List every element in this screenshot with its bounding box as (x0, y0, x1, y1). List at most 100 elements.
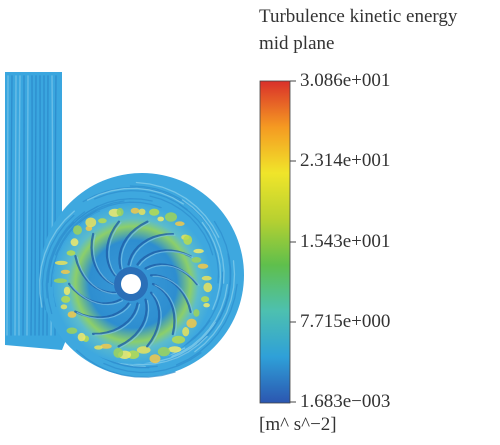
colorbar (259, 80, 296, 404)
tke-hotspot (183, 235, 193, 245)
volute-streakline (175, 283, 238, 366)
volute-streakline (54, 200, 125, 256)
tke-hotspot (77, 332, 86, 342)
tke-hotspot (98, 218, 107, 224)
volute-streakline (171, 284, 228, 357)
volute-streakline (39, 210, 75, 308)
impeller-blade-streakline (120, 222, 150, 270)
tke-hotspot (203, 303, 210, 308)
tke-hotspot (73, 225, 82, 235)
tke-hotspot (186, 318, 197, 328)
tke-hotspot (193, 309, 200, 317)
impeller-blade-streakline (117, 298, 148, 348)
tke-hotspot (67, 311, 77, 318)
volute-streakline (135, 181, 220, 238)
impeller-blade-streakline (76, 256, 118, 295)
tke-hotspot (54, 260, 68, 265)
impeller-blade-streakline (118, 220, 149, 270)
colorbar-label-4: 7.715e+000 (300, 311, 391, 332)
tke-hotspot (149, 354, 161, 364)
volute-streakline (82, 186, 181, 203)
tke-hotspot (66, 250, 76, 256)
volute-streakline (201, 221, 222, 310)
volute-streakline (86, 187, 184, 205)
inlet-streakline (6, 75, 9, 336)
impeller-blade-streakline (70, 284, 124, 306)
volute-streakline (149, 195, 214, 256)
colorbar-gradient-bar (259, 80, 291, 404)
inlet-streakline (30, 75, 33, 336)
colorbar-label-3: 1.543e+001 (300, 231, 391, 252)
impeller-blade-streakline (91, 302, 139, 335)
impeller-blade-streakline (120, 300, 150, 348)
volute-streakline (78, 201, 162, 224)
volute-streaklines (39, 181, 238, 378)
tke-hotspot (94, 345, 103, 350)
tke-hotspot (53, 278, 67, 284)
volute-streakline (181, 199, 225, 284)
tke-hotspot (136, 346, 151, 354)
impeller-blade-streakline (152, 275, 194, 314)
tke-hotspot (60, 304, 68, 310)
volute-streakline (179, 271, 224, 348)
tke-hotspot (168, 346, 182, 353)
tke-hotspot (171, 335, 186, 344)
volute-streakline (41, 214, 75, 311)
tke-hotspot (70, 238, 79, 247)
colorbar-label-min: 1.683e−003 (300, 391, 391, 412)
tke-hotspot (175, 221, 185, 226)
tke-hotspot (157, 216, 164, 222)
volute-streakline (134, 321, 217, 364)
tke-hotspot (60, 269, 70, 274)
tke-hotspot (203, 282, 213, 293)
tke-hotspot (130, 207, 140, 214)
tke-hotspot (85, 217, 97, 228)
tke-hotspot (61, 295, 71, 303)
tke-hotspot (165, 212, 177, 222)
volute-streakline (119, 335, 208, 366)
impeller-blade-streakline (154, 284, 178, 336)
tke-hotspot (193, 248, 204, 254)
impeller-blade-streakline (138, 250, 194, 267)
tke-hotspot (201, 275, 212, 281)
volute-streakline (46, 221, 75, 315)
tke-hotspot (182, 327, 190, 337)
inlet-streakline (38, 75, 41, 336)
volute-streakline (213, 220, 232, 320)
inlet-streakline (10, 75, 13, 336)
colorbar-label-max: 3.086e+001 (300, 70, 391, 91)
volute-streakline (45, 211, 86, 299)
impeller-blade-streakline (146, 291, 161, 348)
tke-hotspot (149, 208, 160, 216)
high-tke-spots (53, 207, 213, 364)
volute-streakline (179, 204, 220, 284)
volute-streakline (103, 352, 202, 374)
tke-hotspot (66, 327, 78, 334)
volute-streakline (94, 189, 188, 211)
inlet-streakline (22, 75, 25, 336)
inlet-streakline (26, 75, 29, 336)
tke-hotspot (201, 296, 210, 303)
impeller-blade-streakline (129, 234, 176, 267)
impeller-blade-streaklines (67, 220, 200, 348)
impeller-blade-streakline (146, 264, 200, 286)
impeller-blade-streakline (92, 234, 116, 286)
tke-hotspot (63, 286, 71, 296)
tke-hotspot (100, 343, 112, 349)
inlet-streakline (34, 75, 37, 336)
impeller-blade-streakline (105, 220, 120, 277)
colorbar-unit-label: [m^ s^−2] (259, 414, 337, 435)
inlet-streakline (14, 75, 17, 336)
tke-hotspot (116, 208, 124, 217)
impeller-blade-streakline (76, 303, 132, 320)
impeller-blade-streakline (148, 293, 162, 348)
impeller-eye (121, 274, 141, 294)
tke-hotspot (197, 263, 209, 269)
inlet-streakline (18, 75, 21, 336)
colorbar-label-2: 2.314e+001 (300, 150, 391, 171)
tke-hotspot (157, 347, 170, 357)
legend-title-line2: mid plane (259, 33, 335, 54)
tke-hotspot (191, 257, 202, 263)
tke-hotspot (113, 347, 124, 358)
